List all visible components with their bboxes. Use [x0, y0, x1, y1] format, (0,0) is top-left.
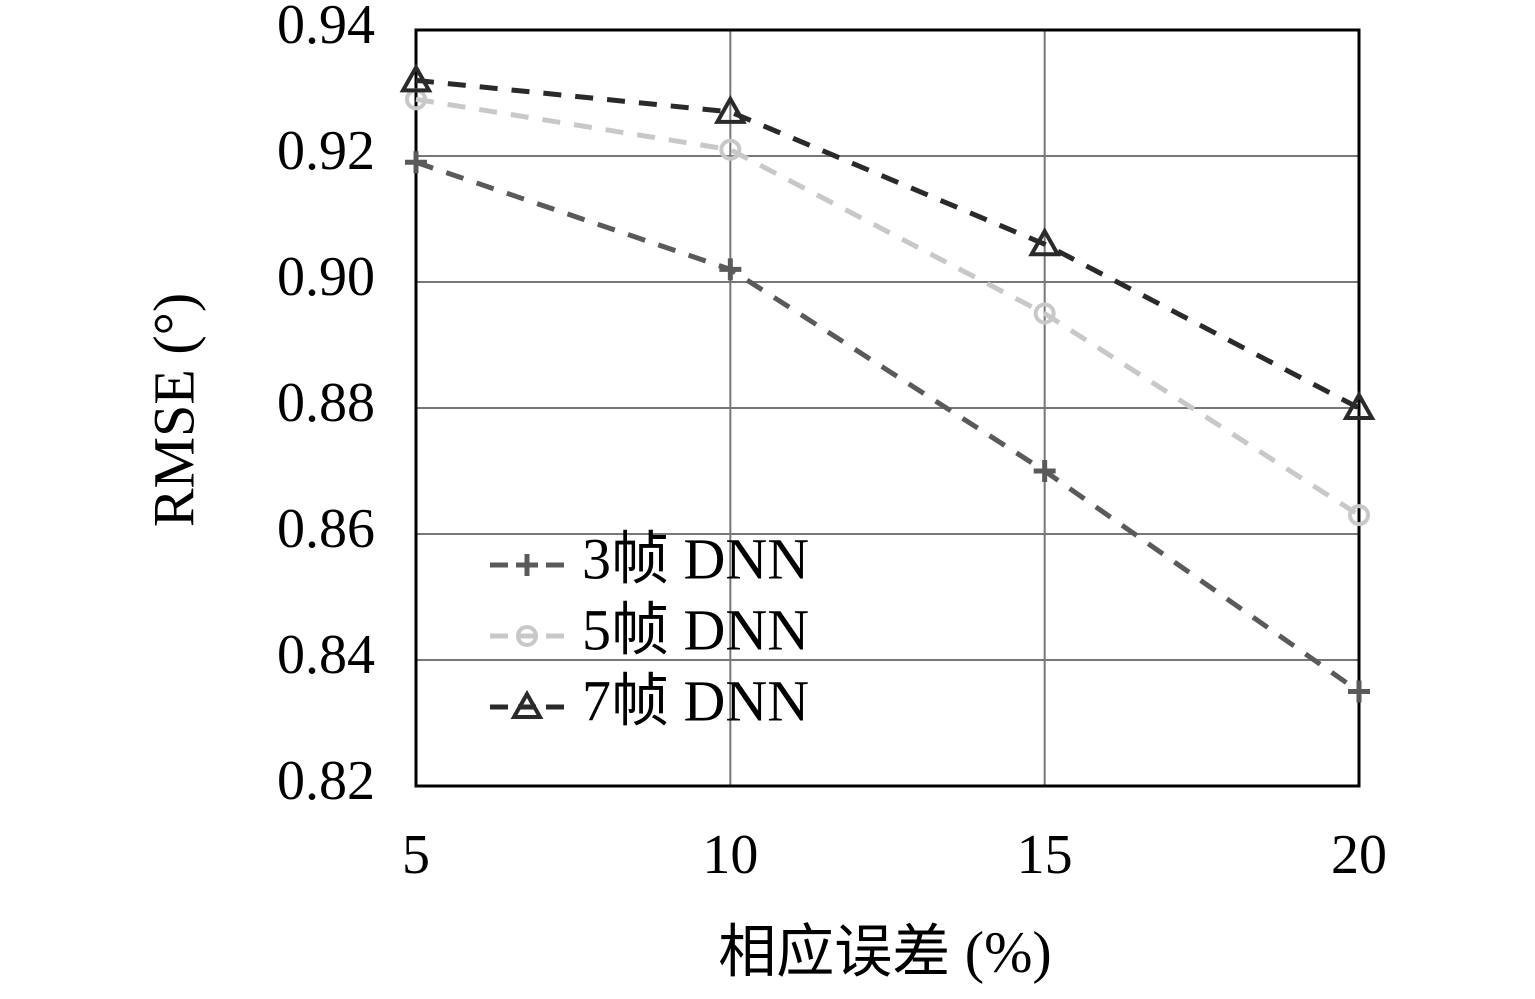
marker: [719, 258, 742, 281]
marker: [1028, 227, 1062, 257]
y-tick-label: 0.92: [277, 120, 375, 182]
legend-label: 3帧 DNN: [582, 526, 809, 591]
marker: [1342, 390, 1376, 420]
legend-label: 5帧 DNN: [582, 597, 809, 662]
legend-label: 7帧 DNN: [582, 668, 809, 733]
y-tick-label: 0.84: [277, 624, 375, 686]
x-tick-label: 20: [1331, 824, 1387, 886]
y-tick-label: 0.88: [277, 372, 375, 434]
marker: [719, 138, 742, 161]
series-line: [415, 77, 1361, 411]
y-axis-label: RMSE (°): [141, 293, 206, 527]
y-tick-label: 0.86: [277, 498, 375, 560]
marker: [516, 554, 538, 576]
marker: [1348, 504, 1370, 527]
marker: [1033, 460, 1056, 482]
marker: [516, 625, 538, 647]
y-tick-label: 0.94: [277, 0, 375, 56]
series-line: [415, 96, 1361, 518]
marker: [713, 94, 747, 124]
x-tick-label: 5: [402, 824, 430, 886]
marker: [510, 689, 544, 719]
marker: [399, 63, 433, 93]
y-tick-label: 0.90: [277, 246, 375, 308]
plot-frame: [414, 28, 1361, 788]
marker: [1348, 680, 1370, 703]
x-tick-label: 15: [1017, 824, 1073, 886]
series-line: [415, 159, 1361, 694]
x-axis-label: 相应误差 (%): [718, 919, 1051, 984]
x-tick-label: 10: [702, 824, 758, 886]
y-tick-label: 0.82: [277, 750, 375, 812]
marker: [405, 151, 427, 174]
marker: [1033, 302, 1056, 325]
